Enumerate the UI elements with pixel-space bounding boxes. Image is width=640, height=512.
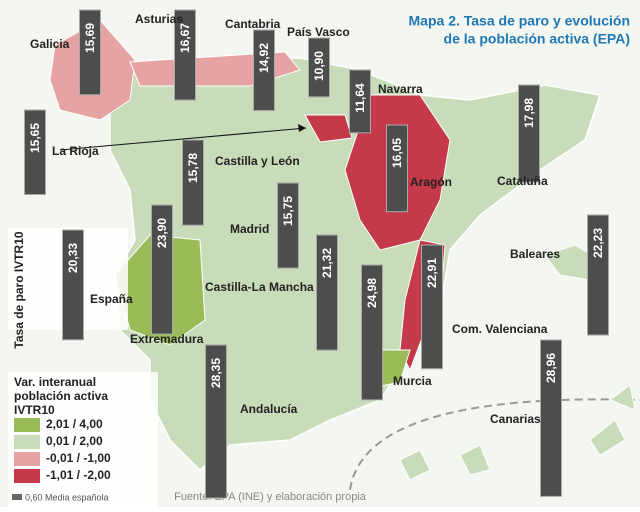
- legend-swatch: [14, 418, 40, 432]
- region-name: Madrid: [230, 222, 269, 236]
- legend-label: -1,01 / -2,00: [46, 468, 111, 482]
- rate-label: 23,90: [155, 218, 169, 248]
- region-name: Com. Valenciana: [452, 322, 548, 336]
- rate-bar: [421, 244, 443, 370]
- rate-bar: [174, 9, 196, 101]
- region-name: Navarra: [378, 82, 423, 96]
- rate-label: 16,67: [178, 23, 192, 53]
- rate-bar: [253, 29, 275, 112]
- rate-label: 24,98: [365, 278, 379, 308]
- region-name: Baleares: [510, 247, 560, 261]
- rate-bar: [518, 84, 540, 183]
- rate-label: 16,05: [390, 138, 404, 168]
- rate-label: 15,65: [28, 123, 42, 153]
- region-rioja: [304, 114, 353, 143]
- rate-label: 21,32: [320, 248, 334, 278]
- region-name: País Vasco: [287, 25, 350, 39]
- rate-bar: [386, 124, 408, 213]
- rate-label: 20,33: [66, 243, 80, 273]
- rate-label: 22,91: [425, 258, 439, 288]
- legend-title: IVTR10: [14, 403, 55, 417]
- rate-bar: [277, 182, 299, 269]
- side-label: Tasa de paro IVTR10: [12, 231, 26, 348]
- rate-bar: [349, 69, 371, 134]
- legend-label: -0,01 / -1,00: [46, 451, 111, 465]
- legend-title: Var. interanual: [14, 375, 96, 389]
- rate-bar: [24, 109, 46, 196]
- region-name: España: [90, 292, 133, 306]
- rate-label: 28,96: [544, 353, 558, 383]
- rate-bar: [62, 229, 84, 341]
- legend-swatch: [14, 469, 40, 483]
- rate-bar: [540, 339, 562, 497]
- rate-label: 11,64: [353, 83, 367, 113]
- region-name: Galicia: [30, 37, 70, 51]
- rate-bar: [205, 344, 227, 499]
- rate-bar: [316, 234, 338, 351]
- rate-label: 14,92: [257, 43, 271, 73]
- region-name: Castilla y León: [215, 154, 300, 168]
- rate-bar: [361, 264, 383, 401]
- rate-bar: [182, 139, 204, 226]
- canarias-frame: [349, 398, 640, 491]
- source: Fuente: EPA (INE) y elaboración propia: [174, 491, 367, 503]
- rate-bar: [151, 204, 173, 335]
- note-swatch: [12, 494, 22, 500]
- legend-note: 0,60 Media española: [25, 492, 109, 502]
- region-name: Cataluña: [497, 174, 548, 188]
- legend-label: 0,01 / 2,00: [46, 434, 103, 448]
- region-name: Aragón: [410, 175, 452, 189]
- region-name: Cantabria: [225, 17, 281, 31]
- legend-swatch: [14, 452, 40, 466]
- arrow-head: [298, 124, 306, 132]
- rate-label: 15,75: [281, 196, 295, 226]
- rate-label: 15,69: [83, 23, 97, 53]
- arrow: [59, 127, 307, 151]
- rate-label: 10,90: [312, 51, 326, 81]
- region-name: La Rioja: [52, 144, 99, 158]
- legend-title: población activa: [14, 389, 108, 403]
- rate-bar: [587, 214, 609, 336]
- rate-label: 22,23: [591, 228, 605, 258]
- legend-swatch: [14, 435, 40, 449]
- rate-bar: [308, 37, 330, 98]
- title: Mapa 2. Tasa de paro y evolución: [409, 13, 630, 29]
- region-name: Extremadura: [130, 332, 204, 346]
- region-name: Canarias: [490, 412, 541, 426]
- region-name: Asturias: [135, 12, 183, 26]
- legend-label: 2,01 / 4,00: [46, 417, 103, 431]
- canarias-islands: [399, 384, 636, 481]
- rate-bar: [79, 9, 101, 96]
- rate-label: 28,35: [209, 358, 223, 388]
- region-name: Andalucía: [240, 402, 298, 416]
- rate-label: 17,98: [522, 98, 536, 128]
- title: de la población activa (EPA): [444, 31, 630, 47]
- region-name: Murcia: [393, 374, 432, 388]
- region-name: Castilla-La Mancha: [205, 280, 314, 294]
- rate-label: 15,78: [186, 153, 200, 183]
